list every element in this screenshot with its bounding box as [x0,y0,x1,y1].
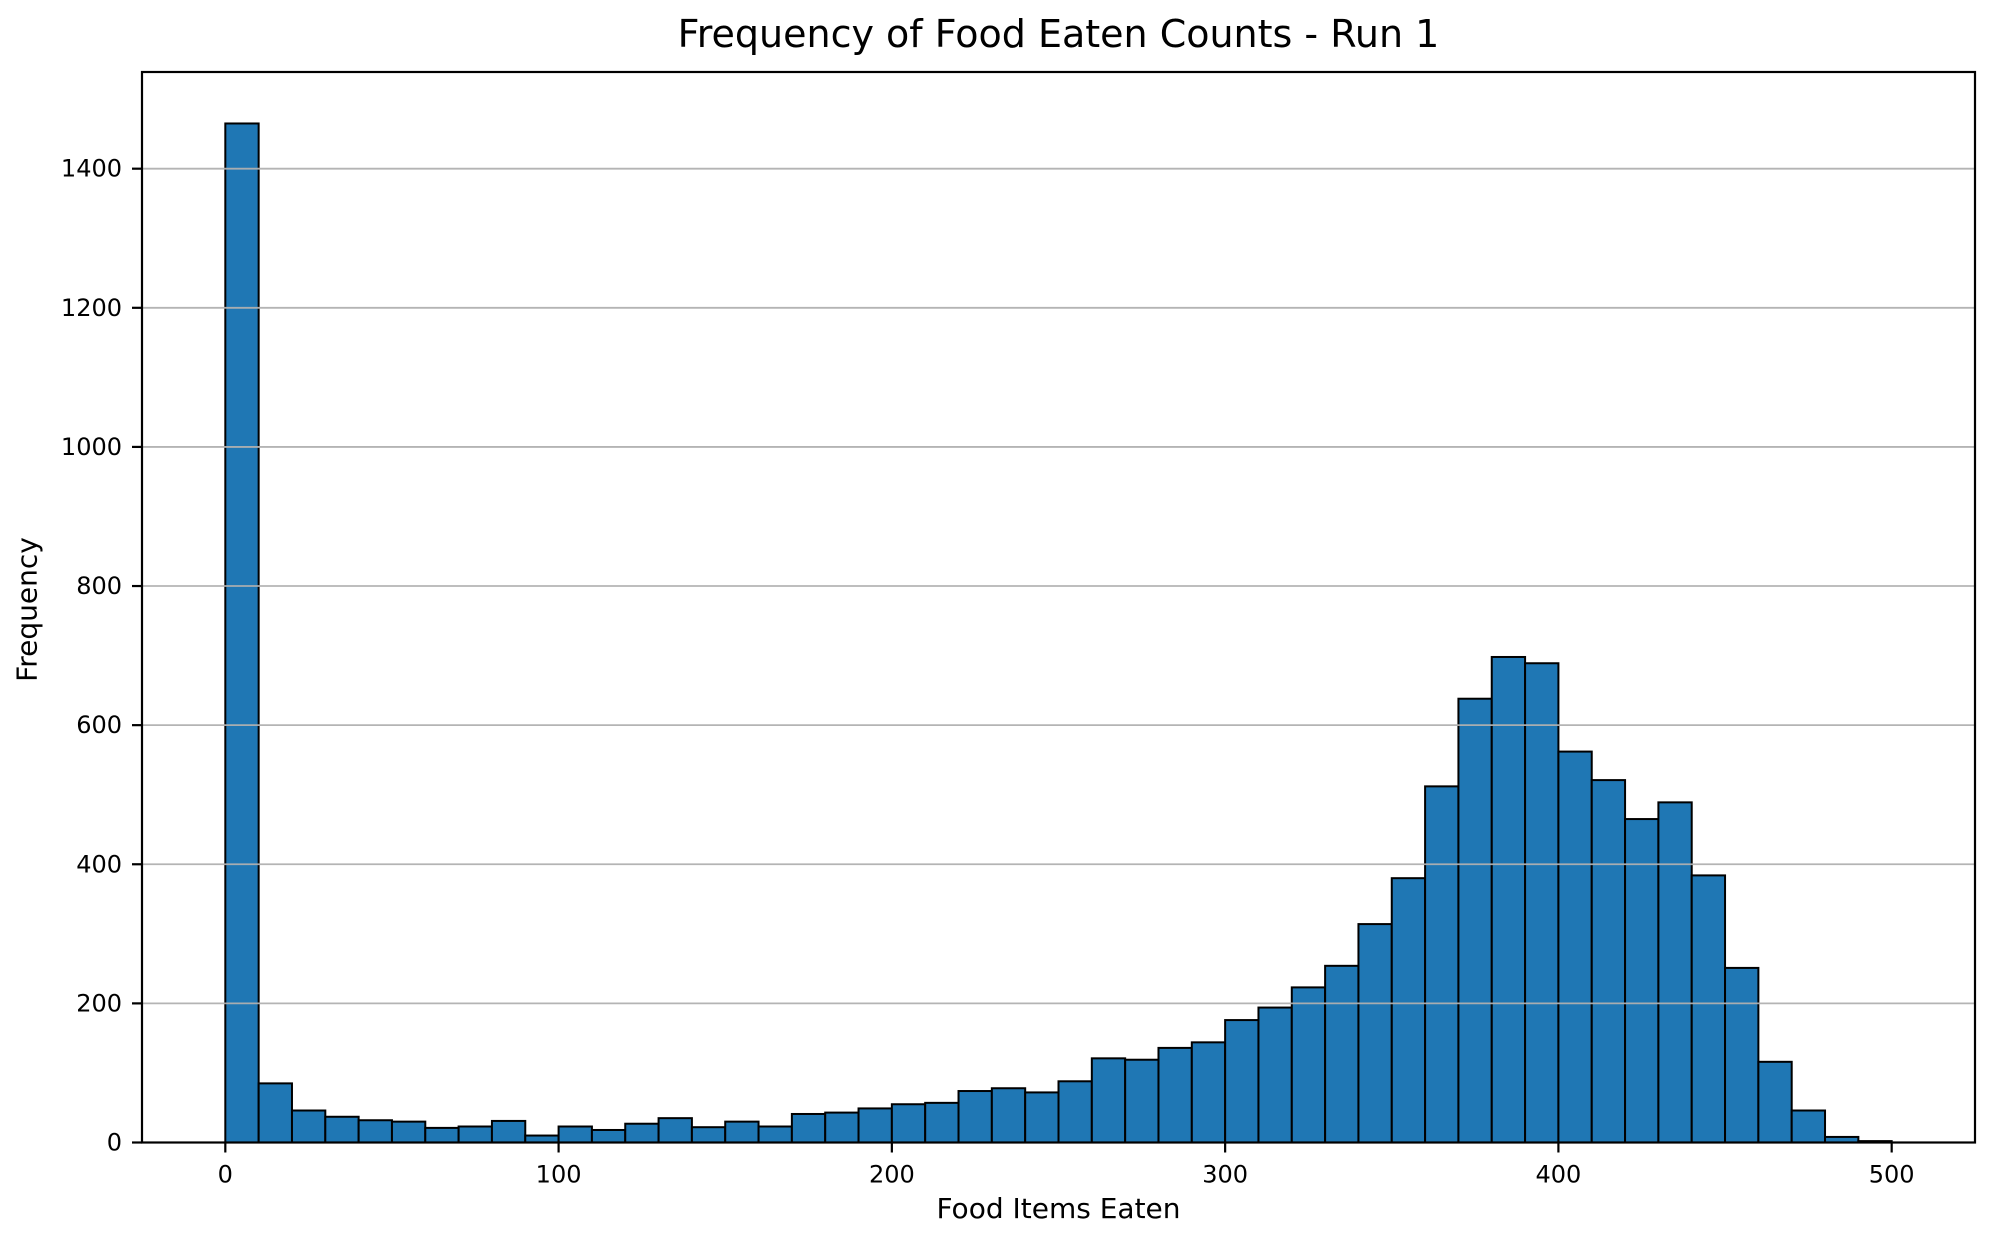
histogram-bar [590,1128,627,1144]
histogram-bar [824,1111,860,1144]
histogram-bar [1357,923,1393,1144]
histogram-bar [1390,877,1427,1144]
histogram-bar [957,1090,993,1144]
y-axis-label: Frequency [10,537,44,682]
x-tick-label: 0 [218,1161,233,1189]
histogram-bar [890,1103,927,1144]
histogram-bar [724,1120,760,1144]
histogram-bar [1024,1091,1060,1144]
histogram-bar [557,1125,593,1144]
histogram-bar [1757,1060,1793,1144]
histogram-bar [1190,1041,1227,1144]
histogram-bar [457,1125,493,1144]
y-tick-label: 400 [76,850,122,878]
y-tick-label: 1000 [61,433,122,461]
y-tick-label: 800 [76,572,122,600]
histogram-bar [490,1119,527,1144]
histogram-bar [257,1082,293,1144]
histogram-bar [790,1112,827,1144]
histogram-bar [690,1126,727,1144]
x-tick-label: 200 [869,1161,915,1189]
y-tick-label: 200 [76,989,122,1017]
plot-border [140,70,1977,1144]
histogram-bar [1257,1006,1293,1144]
histogram-bar [1324,964,1360,1144]
histogram-bar [924,1101,960,1144]
histogram-bar [1424,785,1460,1144]
histogram-bar [1524,662,1560,1144]
y-tick-label: 600 [76,711,122,739]
y-tick-label: 0 [107,1129,122,1157]
histogram-bar [1457,697,1493,1144]
chart-title: Frequency of Food Eaten Counts - Run 1 [677,12,1440,56]
histogram-bar [1657,801,1693,1144]
histogram-bar [1724,966,1760,1144]
histogram-bar [1557,750,1593,1144]
histogram-bar [424,1126,460,1144]
histogram-bar [1290,986,1327,1144]
histogram-bar [1690,874,1727,1144]
histogram-bar [290,1109,327,1144]
histogram-bar [224,122,260,1144]
histogram-bar [1224,1019,1260,1144]
histogram-bar [1490,655,1527,1144]
histogram-bar [657,1117,693,1144]
x-tick-label: 100 [536,1161,582,1189]
histogram-bar [1790,1109,1827,1144]
y-tick-label: 1400 [61,155,122,183]
histogram-bar [357,1119,393,1144]
y-tick-label: 1200 [61,294,122,322]
x-tick-label: 500 [1869,1161,1915,1189]
histogram-bar [1590,779,1627,1144]
histogram-bar [624,1122,660,1144]
histogram-bar [857,1107,893,1144]
histogram-bar [1090,1057,1127,1144]
histogram-bar [324,1115,360,1144]
histogram-bar [390,1120,427,1144]
histogram-bar [990,1087,1027,1144]
x-axis-label: Food Items Eaten [936,1192,1181,1225]
histogram-bar [1157,1046,1193,1144]
x-tick-label: 400 [1536,1161,1582,1189]
histogram-bar [1124,1058,1160,1144]
histogram-bar [1624,818,1660,1144]
histogram-bar [757,1125,793,1144]
x-tick-label: 300 [1202,1161,1248,1189]
histogram-bar [1057,1080,1093,1144]
